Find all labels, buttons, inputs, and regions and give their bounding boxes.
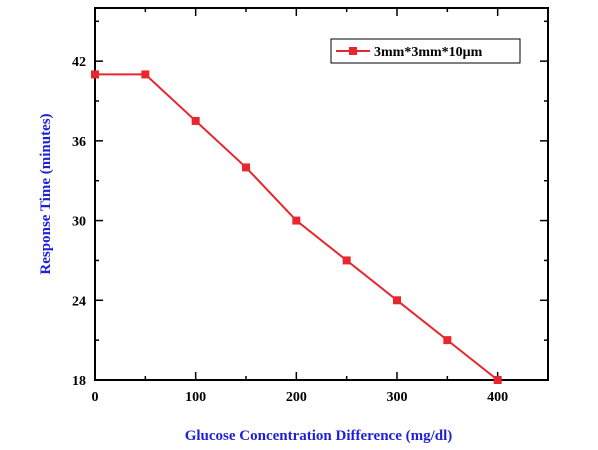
x-tick-label: 300: [387, 390, 408, 405]
x-axis-title: Glucose Concentration Difference (mg/dl): [185, 428, 453, 444]
data-point: [141, 70, 150, 79]
data-point: [191, 116, 200, 125]
series-line: [95, 73, 499, 381]
x-tick-label: 0: [92, 390, 99, 405]
x-tick-label: 200: [286, 390, 307, 405]
x-tick-label: 100: [185, 390, 206, 405]
data-point: [292, 216, 301, 225]
y-tick-label: 36: [72, 135, 86, 150]
series-layer: [91, 70, 502, 384]
legend-label: 3mm*3mm*10μm: [374, 45, 483, 60]
data-point: [443, 336, 452, 345]
tick-labels: 0 100 200 300 400 18 24 30 36 42: [72, 55, 508, 405]
data-point: [393, 296, 401, 305]
legend: 3mm*3mm*10μm: [330, 38, 521, 64]
data-point: [493, 376, 502, 384]
y-tick-label: 24: [72, 294, 86, 309]
y-axis-title: Response Time (minutes): [38, 113, 54, 274]
x-tick-label: 400: [487, 390, 508, 405]
ticks: [94, 8, 549, 381]
y-tick-label: 30: [72, 215, 86, 230]
data-point: [242, 163, 250, 172]
data-point: [342, 256, 351, 265]
plot-frame: [94, 7, 549, 381]
y-tick-label: 18: [72, 374, 86, 389]
y-tick-label: 42: [72, 55, 86, 70]
legend-marker: [349, 47, 357, 55]
data-point: [91, 70, 99, 79]
